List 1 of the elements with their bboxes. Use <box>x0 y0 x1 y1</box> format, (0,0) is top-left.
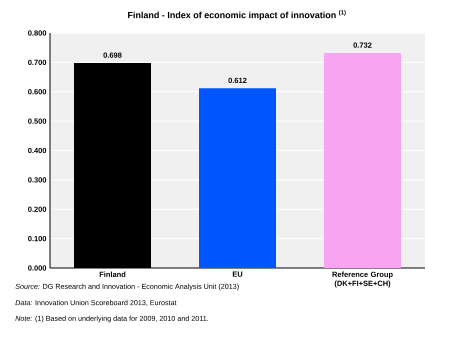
chart-title: Finland - Index of economic impact of innovation $^{(1)}$ <box>128 10 346 20</box>
